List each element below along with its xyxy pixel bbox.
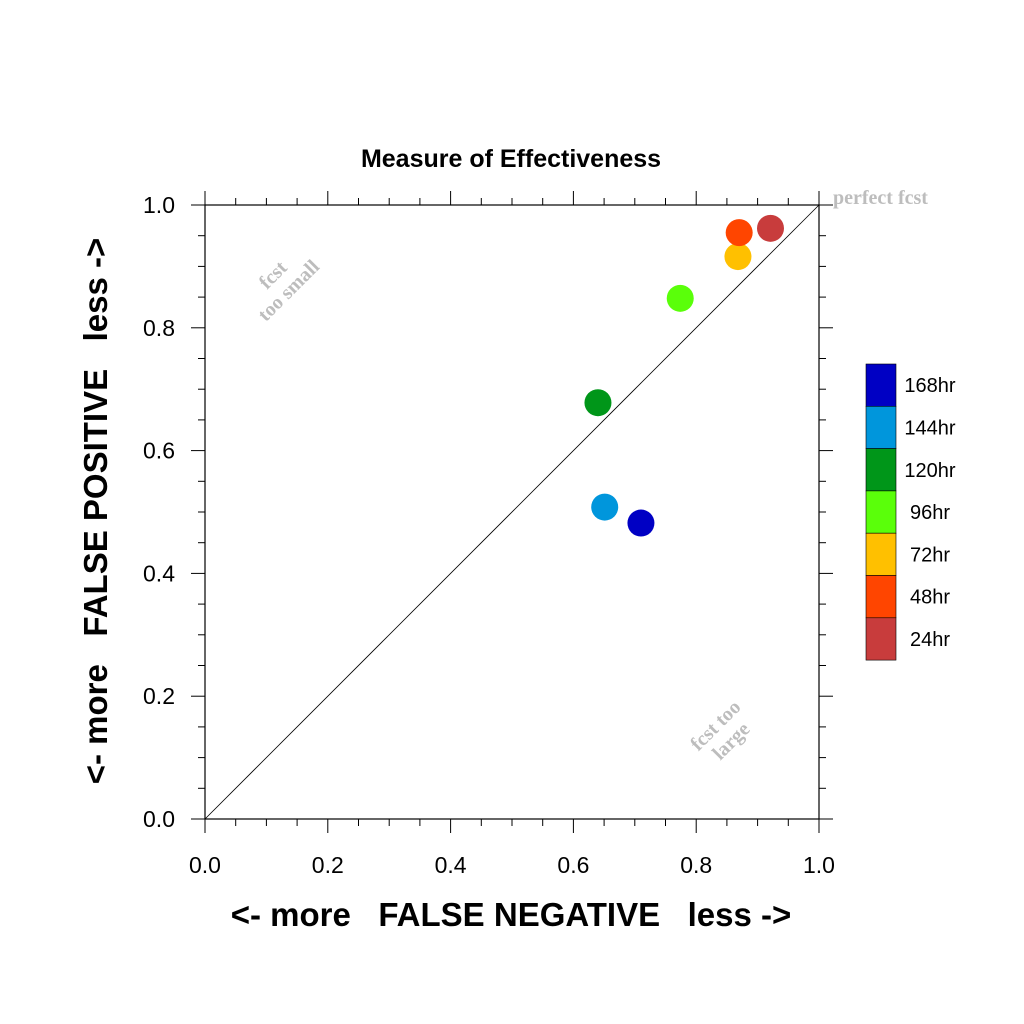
legend-swatch-24hr [865, 617, 897, 661]
legend: 168hr 144hr 120hr 96hr 72hr 48hr 24hr [865, 363, 956, 661]
data-point-168hr [627, 509, 655, 537]
y-axis-tick-labels: 0.0 0.2 0.4 0.6 0.8 1.0 [143, 192, 175, 832]
y-tick-label: 0.2 [143, 683, 175, 709]
axis-ticks [191, 191, 833, 833]
legend-label-24hr: 24hr [910, 629, 950, 651]
legend-label-120hr: 120hr [904, 460, 955, 482]
y-axis-label: <- more FALSE POSITIVE less -> [77, 238, 114, 785]
legend-swatch-48hr [865, 575, 897, 619]
y-tick-label: 0.8 [143, 315, 175, 341]
legend-swatch-168hr [865, 363, 897, 407]
x-tick-label: 1.0 [803, 852, 835, 878]
data-point-48hr [725, 219, 753, 247]
data-point-120hr [584, 389, 612, 417]
chart-title: Measure of Effectiveness [361, 145, 661, 173]
legend-swatch-96hr [865, 490, 897, 534]
data-point-72hr [724, 243, 752, 271]
legend-label-48hr: 48hr [910, 587, 950, 609]
data-point-144hr [591, 493, 619, 521]
x-axis-label: <- more FALSE NEGATIVE less -> [231, 896, 792, 933]
legend-label-72hr: 72hr [910, 544, 950, 566]
x-tick-label: 0.4 [435, 852, 467, 878]
y-tick-label: 0.6 [143, 438, 175, 464]
x-tick-label: 0.0 [189, 852, 221, 878]
legend-label-96hr: 96hr [910, 502, 950, 524]
legend-swatch-144hr [865, 405, 897, 449]
annotation-too-small-line2: too small [254, 255, 324, 325]
data-point-96hr [666, 284, 694, 312]
legend-label-144hr: 144hr [904, 417, 955, 439]
diagonal-reference-line [204, 204, 820, 820]
y-tick-label: 1.0 [143, 192, 175, 218]
legend-label-168hr: 168hr [904, 375, 955, 397]
x-tick-label: 0.8 [680, 852, 712, 878]
legend-swatch-72hr [865, 532, 897, 576]
data-points [584, 214, 784, 537]
x-tick-label: 0.2 [312, 852, 344, 878]
y-tick-label: 0.4 [143, 560, 175, 586]
x-axis-tick-labels: 0.0 0.2 0.4 0.6 0.8 1.0 [189, 852, 835, 878]
data-point-24hr [756, 214, 784, 242]
legend-swatch-120hr [865, 448, 897, 492]
y-tick-label: 0.0 [143, 806, 175, 832]
annotation-perfect-forecast: perfect fcst [833, 187, 928, 209]
x-tick-label: 0.6 [557, 852, 589, 878]
